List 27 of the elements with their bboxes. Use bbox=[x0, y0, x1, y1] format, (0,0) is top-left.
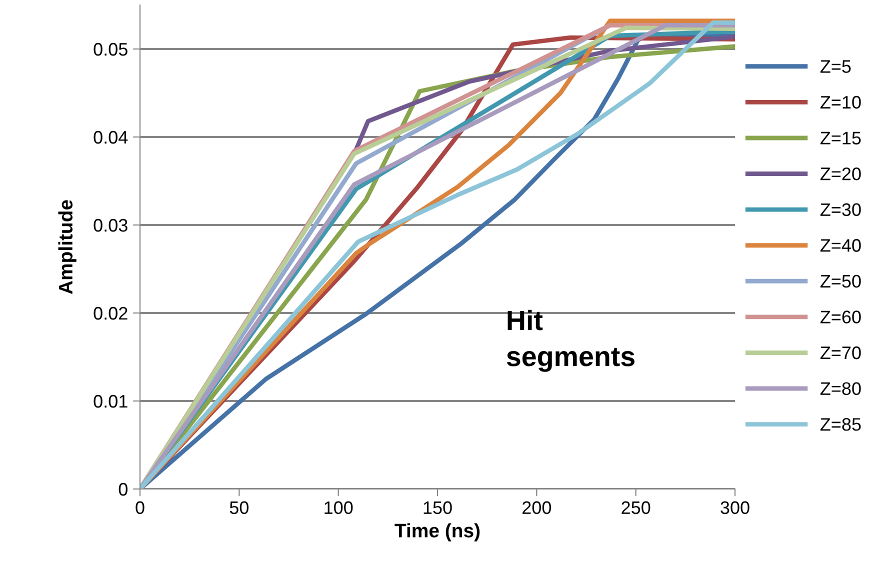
y-tick-label: 0.04 bbox=[94, 130, 128, 144]
x-tick-label: 50 bbox=[230, 501, 249, 514]
legend-label: Z=80 bbox=[820, 382, 861, 396]
y-tick-label: 0.01 bbox=[94, 394, 128, 408]
legend-label: Z=40 bbox=[820, 239, 861, 252]
y-axis-title: Amplitude bbox=[58, 200, 76, 294]
legend-label: Z=15 bbox=[820, 132, 861, 144]
y-tick-label: 0.02 bbox=[94, 306, 128, 320]
y-tick-label: 0 bbox=[118, 482, 128, 496]
x-tick-label: 100 bbox=[324, 501, 353, 514]
legend-label: Z=50 bbox=[820, 274, 861, 288]
x-tick-label: 250 bbox=[622, 501, 650, 514]
annotation: Hit segments bbox=[506, 310, 634, 372]
legend-label: Z=60 bbox=[820, 310, 861, 324]
legend-label: Z=20 bbox=[820, 167, 861, 180]
x-tick-label: 200 bbox=[522, 501, 552, 514]
legend-label: Z=5 bbox=[820, 60, 851, 73]
legend-label: Z=70 bbox=[820, 346, 861, 360]
x-tick-label: 150 bbox=[424, 501, 452, 514]
y-tick-label: 0.03 bbox=[94, 218, 128, 232]
legend-label: Z=30 bbox=[820, 203, 861, 216]
y-tick-label: 0.05 bbox=[94, 42, 128, 56]
legend-label: Z=85 bbox=[820, 418, 861, 431]
x-tick-label: 0 bbox=[136, 501, 144, 514]
x-axis-title: Time (ns) bbox=[394, 523, 480, 542]
legend-label: Z=10 bbox=[820, 96, 861, 109]
x-tick-label: 300 bbox=[720, 501, 750, 514]
